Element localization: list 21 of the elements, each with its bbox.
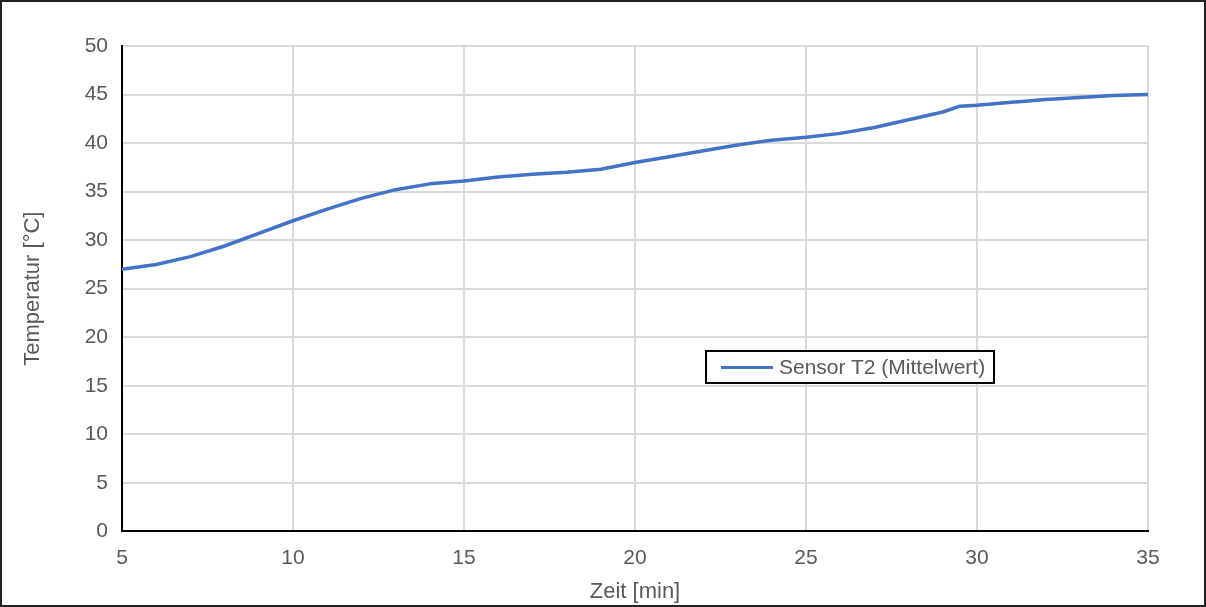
- y-tick-label: 20: [84, 324, 108, 348]
- x-tick-label: 5: [116, 544, 128, 568]
- x-tick-label: 20: [623, 544, 647, 568]
- y-tick-label: 0: [96, 518, 108, 542]
- y-tick-label: 45: [84, 81, 108, 105]
- y-tick-label: 15: [84, 372, 108, 396]
- y-tick-label: 35: [84, 178, 108, 202]
- x-tick-label: 10: [281, 544, 305, 568]
- x-tick-label: 30: [965, 544, 989, 568]
- y-tick-label: 5: [96, 469, 108, 493]
- y-tick-label: 30: [84, 226, 108, 250]
- y-tick-label: 40: [84, 129, 108, 153]
- x-axis-title: Zeit [min]: [589, 577, 681, 603]
- y-axis-title: Temperatur [°C]: [19, 211, 45, 366]
- x-tick-label: 25: [794, 544, 818, 568]
- y-tick-label: 25: [84, 275, 108, 299]
- x-tick-label: 35: [1136, 544, 1160, 568]
- y-tick-label: 10: [84, 421, 108, 445]
- x-tick-label: 15: [452, 544, 476, 568]
- legend-label: Sensor T2 (Mittelwert): [779, 355, 986, 379]
- y-tick-label: 50: [84, 32, 108, 56]
